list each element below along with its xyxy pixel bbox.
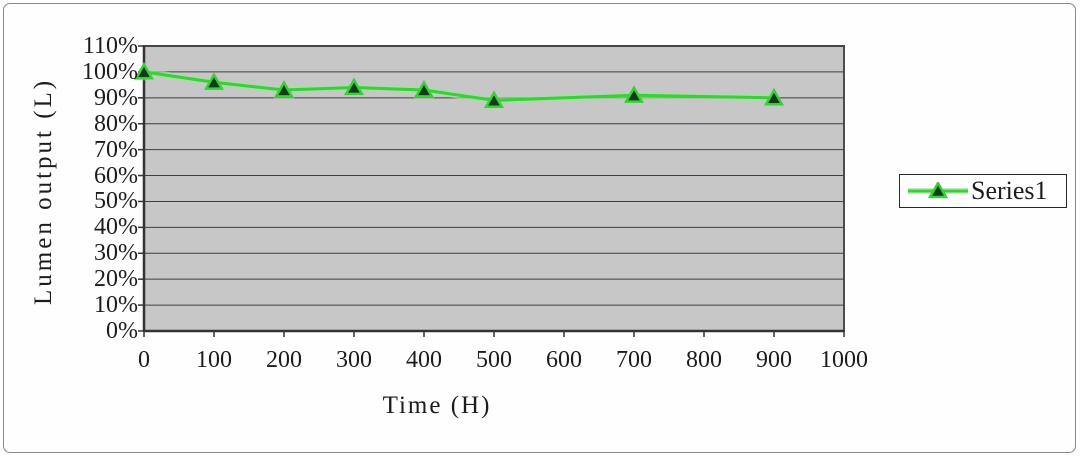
legend-triangle-marker xyxy=(927,182,949,199)
legend-series-label: Series1 xyxy=(971,176,1048,205)
x-tick-label: 700 xyxy=(616,347,652,373)
data-point-marker xyxy=(763,87,785,106)
y-tick-label: 100% xyxy=(82,58,138,85)
data-point-marker xyxy=(273,80,295,98)
data-point-marker xyxy=(343,77,365,96)
x-tick-label: 200 xyxy=(266,347,302,373)
y-axis-title: Lumen output (L) xyxy=(30,77,57,306)
y-tick-label: 10% xyxy=(94,292,138,319)
y-tick-label: 30% xyxy=(94,240,138,267)
x-tick-label: 300 xyxy=(336,347,372,373)
x-tick-label: 400 xyxy=(406,347,442,373)
lumen-maintenance-line-chart: 0% 10% 20% 30% 40% 50% 60% 70% 80% 90% 100% 110% 0 10… xyxy=(4,4,1075,452)
x-tick-label: 100 xyxy=(196,347,232,373)
screenshot-frame: 0% 10% 20% 30% 40% 50% 60% 70% 80% 90% 100% 110% 0 10… xyxy=(3,3,1076,453)
y-tick-label: 90% xyxy=(94,84,138,111)
y-tick-label: 70% xyxy=(94,136,138,163)
y-tick-label: 40% xyxy=(94,214,138,241)
legend-box: Series1 xyxy=(899,174,1067,208)
y-tick-label: 0% xyxy=(106,318,138,344)
y-tick-label: 20% xyxy=(94,266,138,293)
x-tick-label: 1000 xyxy=(820,347,868,373)
x-tick-label: 600 xyxy=(546,347,582,373)
data-point-marker xyxy=(483,90,505,109)
data-point-marker xyxy=(203,72,225,90)
x-tick-label: 500 xyxy=(476,347,512,373)
y-tick-label: 110% xyxy=(82,33,138,59)
x-tick-label: 900 xyxy=(756,347,792,373)
legend-line-marker-icon xyxy=(908,182,968,199)
series-line xyxy=(143,70,775,102)
y-tick-label: 80% xyxy=(94,110,138,137)
x-tick-label: 0 xyxy=(138,347,150,373)
plot-canvas xyxy=(133,45,845,337)
x-axis-title: Time (H) xyxy=(382,392,492,419)
x-tick-label: 800 xyxy=(686,347,722,373)
data-point-marker xyxy=(133,61,155,80)
y-tick-label: 50% xyxy=(94,188,138,215)
data-point-marker xyxy=(623,85,645,103)
y-tick-label: 60% xyxy=(94,162,138,189)
data-point-marker xyxy=(413,80,435,98)
